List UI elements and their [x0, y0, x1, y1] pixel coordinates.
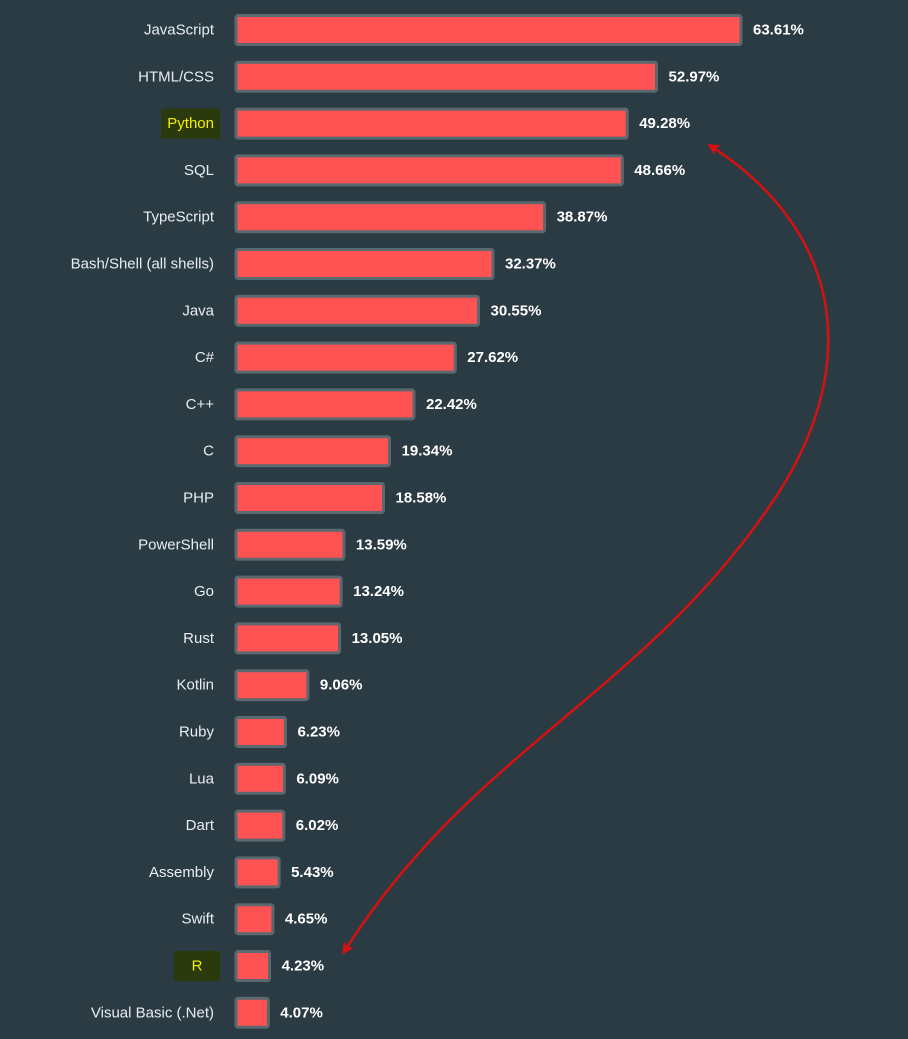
category-label-javascript: JavaScript — [144, 21, 215, 38]
value-label-c: 19.34% — [402, 443, 453, 460]
value-label-go: 13.24% — [353, 583, 404, 600]
bar-go — [234, 575, 343, 608]
value-label-dart: 6.02% — [296, 817, 339, 834]
bar-swift — [234, 903, 275, 936]
category-label-php: PHP — [183, 489, 214, 506]
value-label-assembly: 5.43% — [291, 864, 334, 881]
value-label-python: 49.28% — [639, 115, 690, 132]
category-label-r: R — [192, 957, 203, 974]
category-label-html-css: HTML/CSS — [138, 68, 214, 85]
category-label-visual-basic-net: Visual Basic (.Net) — [91, 1004, 214, 1021]
category-label-rust: Rust — [183, 630, 215, 647]
value-label-rust: 13.05% — [352, 630, 403, 647]
value-label-javascript: 63.61% — [753, 21, 804, 38]
value-label-java: 30.55% — [491, 302, 542, 319]
value-label-c: 22.42% — [426, 396, 477, 413]
category-label-ruby: Ruby — [179, 723, 215, 740]
bar-visual-basic-net — [234, 996, 270, 1029]
category-label-c: C — [203, 443, 214, 460]
category-label-kotlin: Kotlin — [176, 677, 214, 694]
bar-rust — [234, 622, 342, 655]
bar-c — [234, 435, 392, 468]
bar-c — [234, 388, 416, 421]
value-label-powershell: 13.59% — [356, 536, 407, 553]
category-label-c: C# — [195, 349, 215, 366]
python-r-comparison-arrow — [342, 143, 830, 955]
bar-kotlin — [234, 669, 310, 702]
bar-c — [234, 341, 457, 374]
category-label-lua: Lua — [189, 770, 215, 787]
bar-html-css — [234, 60, 659, 93]
bar-sql — [234, 154, 624, 187]
bar-bash-shell-all-shells — [234, 248, 495, 280]
value-label-c: 27.62% — [467, 349, 518, 366]
bar-lua — [234, 762, 286, 795]
bar-assembly — [234, 856, 281, 889]
category-label-sql: SQL — [184, 162, 214, 179]
value-label-sql: 48.66% — [634, 162, 685, 179]
bar-php — [234, 482, 386, 514]
category-label-dart: Dart — [186, 817, 215, 834]
value-label-lua: 6.09% — [296, 770, 339, 787]
value-label-r: 4.23% — [282, 957, 325, 974]
value-label-kotlin: 9.06% — [320, 677, 363, 694]
value-label-php: 18.58% — [396, 489, 447, 506]
bar-r — [234, 950, 272, 982]
category-label-python: Python — [167, 115, 214, 132]
category-label-bash-shell-all-shells: Bash/Shell (all shells) — [71, 255, 214, 272]
category-label-java: Java — [182, 302, 214, 319]
category-label-typescript: TypeScript — [143, 209, 215, 226]
bar-ruby — [234, 716, 287, 748]
highlight-box-r — [174, 951, 220, 981]
bar-java — [234, 294, 481, 327]
bar-javascript — [234, 14, 743, 46]
value-label-typescript: 38.87% — [557, 209, 608, 226]
value-label-visual-basic-net: 4.07% — [280, 1004, 323, 1021]
value-label-bash-shell-all-shells: 32.37% — [505, 255, 556, 272]
category-label-powershell: PowerShell — [138, 536, 214, 553]
bar-dart — [234, 809, 286, 842]
bar-python — [234, 107, 629, 140]
category-label-go: Go — [194, 583, 214, 600]
bar-typescript — [234, 201, 547, 234]
value-label-ruby: 6.23% — [297, 723, 340, 740]
value-label-html-css: 52.97% — [669, 68, 720, 85]
bar-powershell — [234, 528, 346, 561]
category-label-swift: Swift — [181, 911, 214, 928]
category-label-c: C++ — [186, 396, 215, 413]
value-label-swift: 4.65% — [285, 911, 328, 928]
highlight-box-python — [161, 108, 220, 139]
category-label-assembly: Assembly — [149, 864, 215, 881]
